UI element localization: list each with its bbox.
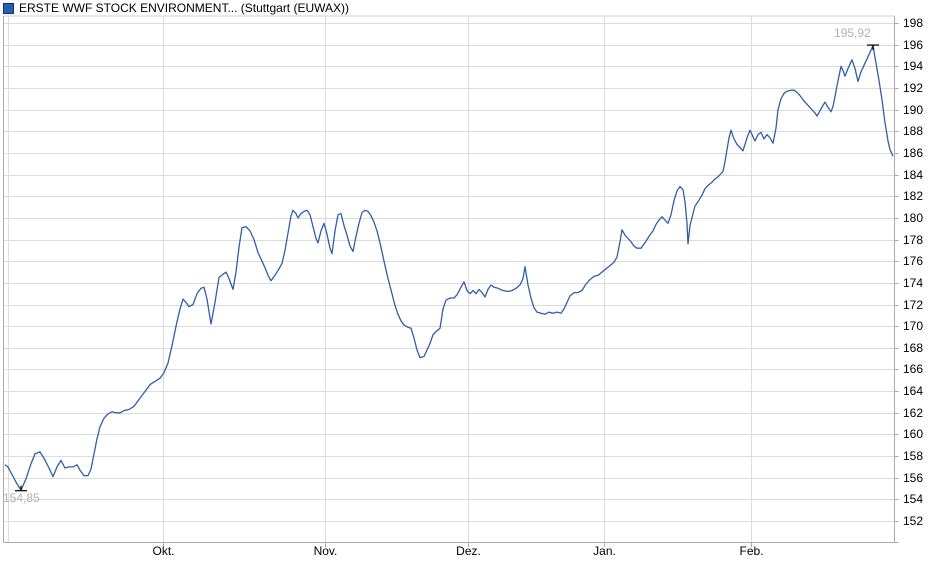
y-axis-label: 184	[903, 167, 924, 182]
x-axis-label: Jan.	[593, 544, 616, 558]
y-axis-label: 190	[903, 102, 924, 117]
low-annotation-label: 154,85	[3, 491, 40, 506]
x-axis-label: Nov.	[313, 544, 338, 558]
x-axis-label: Okt.	[152, 544, 175, 558]
y-axis-label: 172	[903, 297, 924, 312]
legend-color-swatch	[3, 2, 14, 14]
y-axis-label: 154	[903, 492, 924, 507]
chart-title: ERSTE WWF STOCK ENVIRONMENT... (Stuttgar…	[19, 0, 350, 15]
y-axis-label: 166	[903, 362, 924, 377]
high-annotation-label: 195,92	[834, 25, 871, 40]
y-axis-label: 196	[903, 37, 924, 52]
chart-header: ERSTE WWF STOCK ENVIRONMENT... (Stuttgar…	[3, 0, 350, 15]
y-axis-label: 180	[903, 210, 924, 225]
x-axis-label: Feb.	[739, 544, 764, 558]
y-axis-label: 174	[903, 275, 924, 290]
y-axis-label: 164	[903, 384, 924, 399]
y-axis-label: 170	[903, 319, 924, 334]
y-axis-label: 168	[903, 340, 924, 355]
x-axis-label: Dez.	[456, 544, 481, 558]
y-axis-label: 194	[903, 59, 924, 74]
y-axis-label: 186	[903, 145, 924, 160]
y-axis-label: 158	[903, 449, 924, 464]
y-axis-label: 182	[903, 189, 924, 204]
y-axis-label: 160	[903, 427, 924, 442]
y-axis-label: 188	[903, 124, 924, 139]
y-axis-label: 178	[903, 232, 924, 247]
y-axis-label: 192	[903, 80, 924, 95]
price-line-series	[4, 44, 894, 491]
y-axis-label: 198	[903, 16, 924, 31]
y-axis-label: 156	[903, 470, 924, 485]
y-axis-label: 162	[903, 405, 924, 420]
y-axis-label: 176	[903, 254, 924, 269]
y-axis-label: 152	[903, 514, 924, 529]
